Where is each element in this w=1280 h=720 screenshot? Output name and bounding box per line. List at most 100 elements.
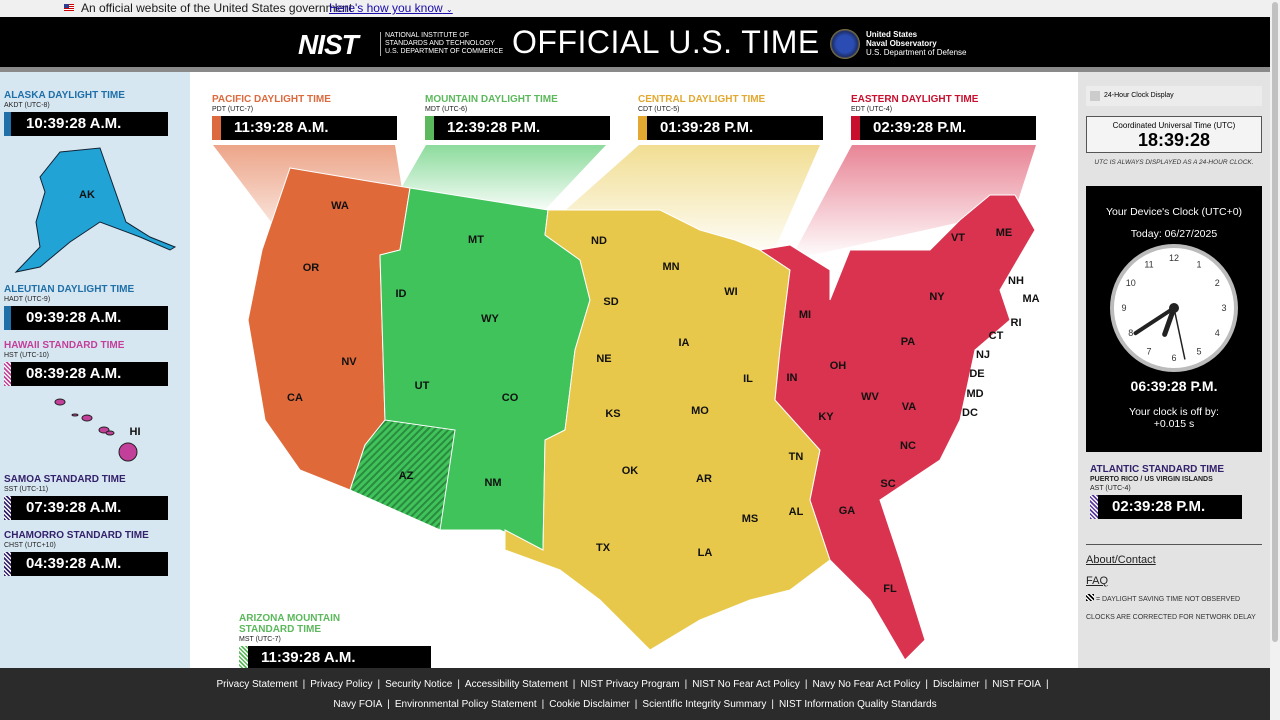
state-label: IN [787, 372, 798, 384]
state-label: NE [596, 353, 611, 365]
footer-separator: | [771, 699, 774, 710]
footer-link[interactable]: Cookie Disclaimer [549, 699, 630, 710]
state-label: MT [468, 234, 484, 246]
info-links: About/Contact FAQ [1086, 544, 1262, 587]
state-label: VA [902, 401, 917, 413]
state-label: UT [415, 380, 430, 392]
clock-number: 1 [1196, 260, 1201, 270]
footer-separator: | [684, 679, 688, 690]
hawaii-island-shape[interactable] [71, 413, 79, 417]
footer-link[interactable]: NIST No Fear Act Policy [692, 679, 800, 690]
state-label: SC [880, 478, 895, 490]
zone-abbr: HADT (UTC-9) [4, 296, 51, 303]
footer-link[interactable]: Environmental Policy Statement [394, 699, 537, 710]
footer-separator: | [804, 679, 808, 690]
hawaii-island-shape[interactable] [98, 426, 110, 434]
footer-link[interactable]: Scientific Integrity Summary [642, 699, 767, 710]
gov-banner-text: An official website of the United States… [81, 1, 353, 15]
state-label: KY [818, 411, 834, 423]
faq-link[interactable]: FAQ [1086, 575, 1109, 587]
right-panel: 24-Hour Clock Display Coordinated Univer… [1078, 72, 1270, 668]
footer-link[interactable]: NIST Information Quality Standards [778, 699, 937, 710]
state-label: ID [396, 288, 407, 300]
clock-center [1169, 303, 1179, 313]
zone-clock: ALEUTIAN DAYLIGHT TIME HADT (UTC-9) 09:39:… [4, 284, 168, 330]
time-text: 11:39:28 A.M. [234, 119, 329, 136]
zone-name: PACIFIC DAYLIGHT TIME [212, 94, 331, 105]
no-dst-hatch-icon [1086, 594, 1094, 601]
footer-link[interactable]: NIST FOIA [992, 679, 1041, 690]
zone-name: CENTRAL DAYLIGHT TIME [638, 94, 766, 105]
hawaii-island-shape[interactable] [54, 398, 66, 406]
footer-link[interactable]: Privacy Policy [310, 679, 373, 690]
time-text: 10:39:28 A.M. [26, 115, 122, 132]
zone-name: CHAMORRO STANDARD TIME [4, 530, 149, 541]
state-label: KS [605, 408, 620, 420]
clock-number: 7 [1146, 346, 1151, 356]
state-label: AZ [399, 470, 414, 482]
footer: Privacy Statement | Privacy Policy | Securit… [0, 668, 1270, 720]
scrollbar-thumb[interactable] [1272, 2, 1278, 642]
device-time: 06:39:28 P.M. [1130, 378, 1218, 394]
state-label: DC [962, 407, 978, 419]
state-label: TX [596, 542, 611, 554]
footer-link[interactable]: Navy FOIA [333, 699, 383, 710]
minute-hand [1133, 306, 1176, 336]
footer-link[interactable]: Navy No Fear Act Policy [812, 679, 921, 690]
map-panel: WA OR CA NV ID MT WY UT CO AZ NM ND SD NE KS OK TX MN IA MO… [190, 72, 1078, 668]
zone-time: 07:39:28 A.M. [4, 496, 168, 520]
gov-banner: An official website of the United States… [0, 0, 1270, 17]
usno-line: United States [866, 30, 918, 39]
page-title: OFFICIAL U.S. TIME [512, 24, 820, 60]
nist-sub-line: NATIONAL INSTITUTE OF [385, 32, 470, 39]
scrollbar[interactable] [1270, 0, 1280, 720]
zone-color-bar [4, 306, 11, 330]
footer-link[interactable]: Security Notice [385, 679, 453, 690]
hawaii-island-shape[interactable] [105, 430, 115, 436]
zone-abbr: EDT (UTC-4) [851, 106, 893, 113]
hawaii-island-shape[interactable] [81, 414, 93, 422]
alaska-shape[interactable] [14, 147, 177, 273]
state-label: GA [839, 505, 856, 517]
device-clock-panel: Your Device's Clock (UTC+0) Today: 06/27… [1086, 186, 1262, 452]
zone-time: 04:39:28 A.M. [4, 552, 168, 576]
footer-link[interactable]: Accessibility Statement [464, 679, 568, 690]
header-divider [0, 67, 1270, 72]
zone-time: 02:39:28 P.M. [1090, 495, 1242, 519]
utc-clock: Coordinated Universal Time (UTC) 18:39:2… [1086, 116, 1262, 153]
nist-logo[interactable]: NIST [298, 29, 359, 60]
state-label: CO [502, 392, 519, 404]
arizona-zone[interactable] [349, 419, 456, 531]
zone-clock: CENTRAL DAYLIGHT TIME CDT (UTC-5) 01:39:28… [638, 94, 823, 140]
state-label: LA [698, 547, 713, 559]
time-text: 07:39:28 A.M. [26, 499, 122, 516]
zone-abbr: SST (UTC-11) [4, 486, 49, 493]
state-label: WA [331, 200, 349, 212]
zone-abbr: MST (UTC-7) [239, 636, 281, 643]
eastern-zone[interactable] [758, 194, 1036, 661]
left-panel: ALASKA DAYLIGHT TIME AKDT (UTC-8) 10:39:28… [0, 72, 190, 668]
checkbox[interactable] [1090, 91, 1100, 101]
footer-separator: | [1045, 679, 1049, 690]
24-hour-toggle[interactable]: 24-Hour Clock Display [1086, 86, 1262, 106]
zone-abbr: AKDT (UTC-8) [4, 102, 50, 109]
state-label: MO [691, 405, 709, 417]
zone-name: ALASKA DAYLIGHT TIME [4, 90, 125, 101]
clock-number: 10 [1126, 278, 1136, 288]
state-label: SD [603, 296, 618, 308]
footer-link[interactable]: Privacy Statement [216, 679, 298, 690]
about-contact-link[interactable]: About/Contact [1086, 554, 1156, 566]
heres-how-you-know-link[interactable]: Here's how you know ⌄ [329, 0, 453, 18]
no-dst-hatch-icon [239, 646, 248, 668]
clock-number: 6 [1171, 353, 1176, 363]
zone-name: EASTERN DAYLIGHT TIME [851, 94, 979, 105]
footer-link[interactable]: Disclaimer [932, 679, 980, 690]
zone-name: HAWAII STANDARD TIME [4, 340, 125, 351]
zone-abbr: MDT (UTC-6) [425, 106, 468, 113]
zone-color-bar [638, 116, 647, 140]
state-label: NY [929, 291, 945, 303]
footer-link[interactable]: NIST Privacy Program [580, 679, 680, 690]
eastern-fan [790, 145, 1036, 260]
hawaii-island-shape[interactable] [118, 442, 138, 462]
usno-seal-icon[interactable] [830, 29, 860, 59]
